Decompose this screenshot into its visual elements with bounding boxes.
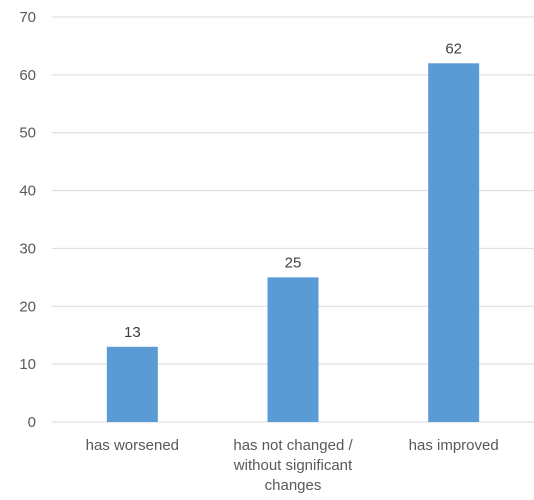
y-tick-label-20: 20: [19, 298, 36, 315]
y-tick-label-40: 40: [19, 183, 36, 200]
data-labels-layer: 13 25 62: [124, 40, 462, 341]
data-label-2: 25: [285, 254, 302, 271]
y-tick-label-50: 50: [19, 125, 36, 142]
data-label-1: 13: [124, 324, 141, 341]
bar-1: [106, 346, 158, 422]
x-axis-categories: has worsened has not changed / without sig…: [86, 437, 499, 494]
bars-layer: [106, 63, 480, 423]
y-tick-label-60: 60: [19, 67, 36, 84]
x-category-label-1: has worsened: [86, 437, 179, 454]
x-category-label-2: has not changed / without significant chan…: [233, 437, 354, 494]
x-category-label-3: has improved: [409, 437, 499, 454]
y-axis-ticks: 0 10 20 30 40 50 60 70: [19, 9, 36, 431]
y-tick-label-0: 0: [28, 414, 36, 431]
bar-3: [428, 63, 480, 423]
bar-2: [267, 277, 319, 422]
y-tick-label-30: 30: [19, 240, 36, 257]
data-label-3: 62: [445, 40, 462, 57]
y-tick-label-70: 70: [19, 9, 36, 26]
y-tick-label-10: 10: [19, 356, 36, 373]
